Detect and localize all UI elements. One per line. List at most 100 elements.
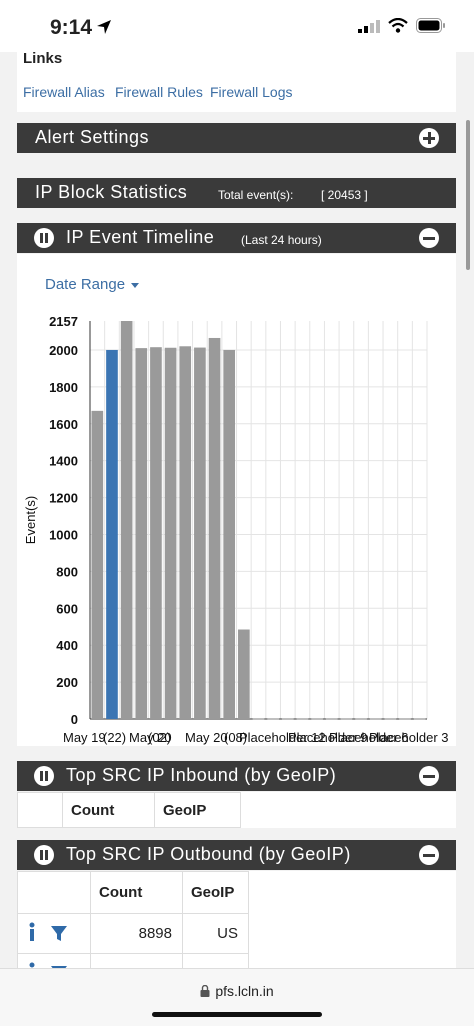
bar <box>399 718 411 720</box>
y-tick-label: 600 <box>56 601 78 616</box>
y-tick-label: 2000 <box>49 343 78 358</box>
bar <box>135 348 148 719</box>
url-display[interactable]: pfs.lcln.in <box>0 983 474 999</box>
info-icon[interactable] <box>29 922 35 941</box>
ip-event-timeline-title: IP Event Timeline <box>66 227 215 247</box>
status-icons <box>358 18 446 33</box>
y-tick-label: 800 <box>56 564 78 579</box>
inbound-geoip-col: GeoIP <box>154 792 241 828</box>
count-cell: 8898 <box>90 913 183 954</box>
cellular-signal-icon <box>358 19 380 33</box>
y-tick-label: 1400 <box>49 454 78 469</box>
total-events-label: Total event(s): <box>218 188 294 202</box>
date-range-dropdown[interactable]: Date Range <box>45 276 140 293</box>
expand-plus-icon[interactable] <box>419 128 439 148</box>
bar <box>355 718 367 720</box>
alert-settings-header[interactable]: Alert Settings <box>17 123 456 153</box>
inbound-header[interactable]: Top SRC IP Inbound (by GeoIP) <box>17 761 456 791</box>
bar <box>91 410 104 719</box>
x-tick-label: Placeholder 12 <box>239 730 326 745</box>
bar <box>311 718 323 720</box>
x-tick-label: Placeholder 3 <box>369 730 449 745</box>
y-tick-label: 1000 <box>49 527 78 542</box>
status-bar: 9:14 <box>0 0 474 52</box>
y-tick-label: 1200 <box>49 491 78 506</box>
bar <box>208 337 221 719</box>
row-action-icons <box>29 962 67 969</box>
table-row: 3626 US <box>17 953 249 969</box>
outbound-header[interactable]: Top SRC IP Outbound (by GeoIP) <box>17 840 456 870</box>
ip-event-timeline-header[interactable]: IP Event Timeline (Last 24 hours) <box>17 223 456 253</box>
y-axis-label: Event(s) <box>23 496 38 544</box>
date-range-label: Date Range <box>45 276 126 293</box>
bar <box>296 718 309 720</box>
row-actions <box>17 913 91 954</box>
bar <box>194 347 206 719</box>
outbound-title: Top SRC IP Outbound (by GeoIP) <box>66 844 351 864</box>
row-actions <box>17 953 91 969</box>
browser-url-bar[interactable]: pfs.lcln.in <box>0 968 474 1026</box>
lock-icon <box>200 984 210 997</box>
alert-settings-title: Alert Settings <box>35 127 150 147</box>
pause-icon[interactable] <box>34 766 54 786</box>
inbound-table-panel: Count GeoIP <box>17 792 456 828</box>
filter-icon[interactable] <box>51 925 67 941</box>
total-events-value: [ 20453 ] <box>321 188 368 202</box>
links-panel: Links Firewall Alias Firewall Rules Fire… <box>17 50 456 112</box>
x-tick-label: (02) <box>148 730 171 745</box>
bar <box>252 718 265 720</box>
x-tick-label: May 20 <box>129 730 172 745</box>
y-tick-label: 1800 <box>49 380 78 395</box>
collapse-minus-icon[interactable] <box>419 228 439 248</box>
location-arrow-icon <box>97 20 111 34</box>
bar <box>120 321 133 719</box>
bar <box>106 349 118 719</box>
page-scrollbar[interactable] <box>466 120 470 270</box>
firewall-logs-link[interactable]: Firewall Logs <box>210 84 293 100</box>
bar <box>179 346 192 719</box>
ip-block-stats-title: IP Block Statistics <box>35 182 188 202</box>
geoip-cell: US <box>182 913 249 954</box>
battery-icon <box>416 18 445 33</box>
inbound-count-col: Count <box>62 792 155 828</box>
home-indicator[interactable] <box>152 1012 322 1017</box>
bar <box>223 349 236 719</box>
y-tick-label: 0 <box>71 712 78 727</box>
url-text: pfs.lcln.in <box>215 983 274 999</box>
bar <box>384 718 397 720</box>
count-cell: 3626 <box>90 953 183 968</box>
status-time: 9:14 <box>50 16 93 39</box>
bar <box>267 718 279 720</box>
outbound-table: Count GeoIP 8898 US 3626 US <box>17 871 249 968</box>
pause-icon[interactable] <box>34 228 54 248</box>
geoip-cell: US <box>182 953 249 968</box>
x-tick-label: (22) <box>103 730 126 745</box>
y-tick-label: 1600 <box>49 417 78 432</box>
firewall-rules-link[interactable]: Firewall Rules <box>115 84 203 100</box>
inbound-actions-col <box>17 792 63 828</box>
x-tick-label: May 19 <box>63 730 106 745</box>
info-icon[interactable] <box>29 962 35 968</box>
outbound-actions-col <box>17 871 91 914</box>
outbound-geoip-col: GeoIP <box>182 871 249 914</box>
x-tick-label: Placeholder 6 <box>329 730 409 745</box>
collapse-minus-icon[interactable] <box>419 766 439 786</box>
timeline-chart-panel: Date Range 0 200 400 600 800 1000 1200 1400 1600… <box>17 254 456 746</box>
bar <box>340 718 353 720</box>
inbound-table: Count GeoIP <box>17 792 241 828</box>
event-bar-chart: 0 200 400 600 800 1000 1200 1400 1600 1800 2000 215… <box>23 314 449 745</box>
x-tick-label: May 20 <box>185 730 228 745</box>
filter-icon[interactable] <box>51 965 67 969</box>
collapse-minus-icon[interactable] <box>419 845 439 865</box>
pause-icon[interactable] <box>34 845 54 865</box>
inbound-title: Top SRC IP Inbound (by GeoIP) <box>66 765 337 785</box>
row-action-icons <box>29 922 67 941</box>
firewall-alias-link[interactable]: Firewall Alias <box>23 84 105 100</box>
links-heading: Links <box>23 50 63 67</box>
bar <box>150 347 162 719</box>
wifi-icon <box>388 18 408 33</box>
ip-block-stats-header: IP Block Statistics Total event(s): [ 20… <box>17 178 456 208</box>
bar <box>281 718 294 720</box>
bar <box>238 629 250 719</box>
bar <box>325 718 338 720</box>
